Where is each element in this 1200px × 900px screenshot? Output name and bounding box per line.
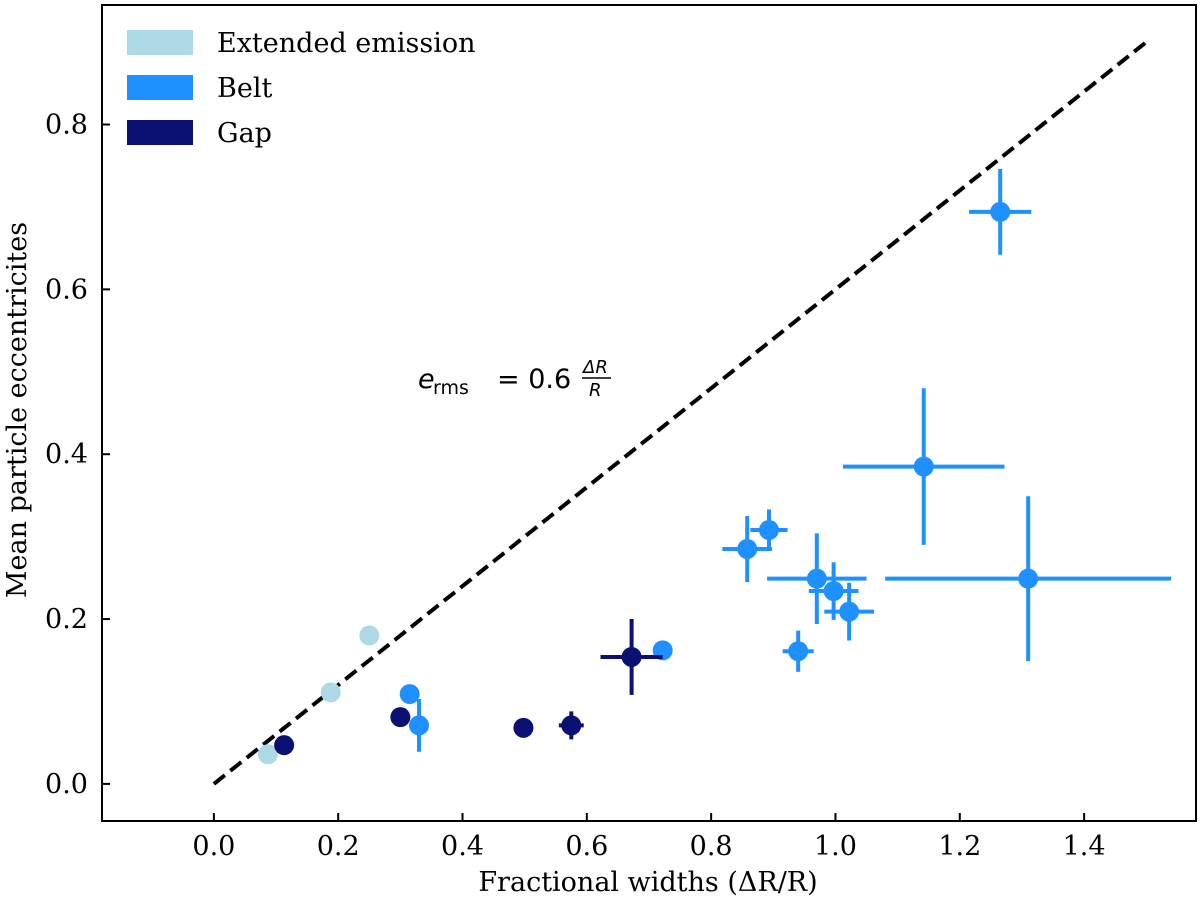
data-point-belt [788, 641, 809, 662]
legend-label-belt: Belt [217, 73, 272, 104]
annotation-equals: = 0.6 [497, 364, 571, 395]
x-tick-label: 0.4 [441, 831, 484, 862]
x-tick-label: 0.0 [192, 831, 235, 862]
x-tick-label: 1.0 [814, 831, 857, 862]
x-axis-label: Fractional widths (ΔR/R) [478, 867, 817, 898]
legend: Extended emission Belt Gap [127, 28, 476, 149]
data-point-belt [399, 684, 420, 705]
x-tick-label: 0.6 [565, 831, 608, 862]
x-tick-label: 1.4 [1063, 831, 1106, 862]
legend-label-gap: Gap [217, 118, 272, 149]
y-tick-label: 0.0 [45, 769, 88, 800]
y-tick-label: 0.4 [45, 439, 88, 470]
y-tick-label: 0.6 [45, 274, 88, 305]
y-tick-label: 0.2 [45, 604, 88, 635]
annotation-subscript: rms [433, 377, 469, 399]
data-point-belt [737, 539, 758, 559]
legend-label-extended-emission: Extended emission [217, 28, 476, 59]
data-point-belt [839, 601, 860, 622]
data-point-belt [1018, 568, 1039, 589]
data-point-belt [409, 715, 430, 736]
data-point-gap [513, 717, 534, 738]
legend-swatch-extended-emission [127, 30, 193, 55]
data-points-layer [257, 169, 1172, 765]
series-gap [274, 619, 663, 756]
reference-line [212, 40, 1148, 786]
legend-swatch-belt [127, 75, 193, 100]
x-tick-label: 0.8 [690, 831, 733, 862]
y-tick-label: 0.8 [45, 110, 88, 141]
legend-swatch-gap [127, 120, 193, 145]
y-axis-label: Mean particle eccentricites [2, 222, 33, 598]
data-point-belt [990, 201, 1011, 222]
annotation-numerator: ΔR [581, 357, 608, 378]
data-point-gap [274, 735, 295, 756]
data-point-belt [758, 520, 779, 541]
axes: 0.0 0.2 0.4 0.6 0.8 1.0 1.2 1.4 0.0 0.2 0.4 0.6 0.8 [45, 4, 1197, 862]
data-point-belt [913, 456, 934, 477]
data-point-gap [390, 707, 411, 728]
equation-annotation: e rms = 0.6 ΔR R [418, 357, 611, 401]
data-point-extended-emission [320, 682, 341, 703]
data-point-gap [621, 646, 642, 667]
data-point-belt [806, 568, 827, 589]
series-extended-emission [257, 625, 380, 765]
data-point-belt [823, 581, 844, 602]
annotation-denominator: R [589, 380, 602, 401]
x-tick-label: 0.2 [317, 831, 360, 862]
data-point-gap [561, 715, 582, 736]
data-point-extended-emission [257, 744, 278, 765]
annotation-e: e [418, 364, 435, 395]
series-belt [399, 169, 1172, 752]
axes-frame [101, 4, 1197, 822]
x-tick-label: 1.2 [938, 831, 981, 862]
data-point-extended-emission [359, 625, 380, 646]
reference-line-layer [212, 40, 1148, 786]
